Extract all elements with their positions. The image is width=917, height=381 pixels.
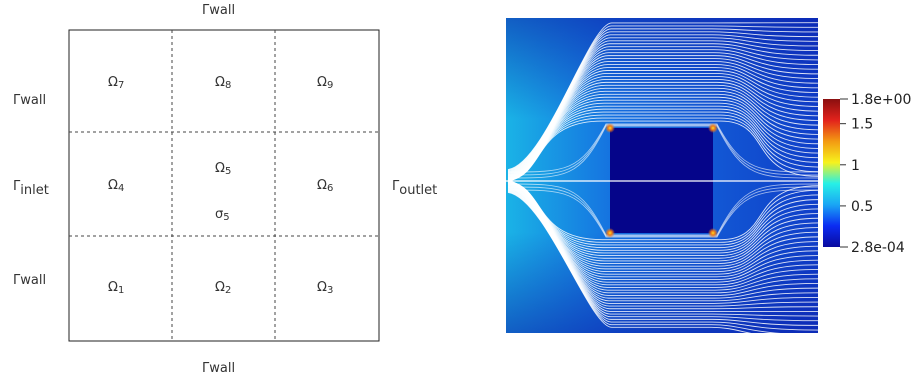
colorbar-max-label: 1.8e+00 <box>851 92 911 108</box>
streamline <box>507 124 818 176</box>
domain-border <box>68 29 380 342</box>
subdomain-label-7: Ω7 <box>108 75 124 91</box>
subdomain-label-2: Ω2 <box>215 280 231 296</box>
colorbar-ticks <box>840 98 848 248</box>
colorbar-tick-label-1: 1 <box>851 158 860 174</box>
subdomain-label-5: Ω5 <box>215 161 231 177</box>
streamline <box>507 189 818 238</box>
streamline <box>507 192 752 333</box>
corner-hotspot-top-right <box>708 123 718 133</box>
streamline <box>507 123 818 173</box>
boundary-label-bottom: Γwall <box>202 361 235 376</box>
corner-hotspot-top-left <box>605 123 615 133</box>
subdomain-label-6: Ω6 <box>317 178 333 194</box>
boundary-label-left-bottom: Γwall <box>13 273 46 288</box>
streamline <box>507 125 818 179</box>
streamlines <box>507 22 818 333</box>
colorbar-min-label: 2.8e-04 <box>851 240 905 256</box>
colorbar-tick-label-1-5: 1.5 <box>851 117 873 133</box>
subdomain-partition <box>69 30 379 341</box>
boundary-label-left-middle: Γinlet <box>13 179 49 198</box>
velocity-field <box>506 18 818 333</box>
colorbar-gradient <box>823 99 840 247</box>
streamline <box>507 183 818 236</box>
corner-hotspot-bottom-right <box>708 228 718 238</box>
streamline <box>507 22 818 170</box>
boundary-label-right-middle: Γoutlet <box>392 179 437 198</box>
subdomain-label-8: Ω8 <box>215 75 231 91</box>
boundary-label-top: Γwall <box>202 3 235 18</box>
subdomain-label-3: Ω3 <box>317 280 333 296</box>
streamline <box>507 186 818 237</box>
subdomain-label-9: Ω9 <box>317 75 333 91</box>
corner-hotspot-bottom-left <box>605 228 615 238</box>
subdomain-label-4: Ω4 <box>108 178 124 194</box>
interface-label-sigma-5: σ5 <box>215 207 230 223</box>
colorbar-tick-label-0-5: 0.5 <box>851 199 873 215</box>
subdomain-label-1: Ω1 <box>108 280 124 296</box>
boundary-label-left-top: Γwall <box>13 93 46 108</box>
